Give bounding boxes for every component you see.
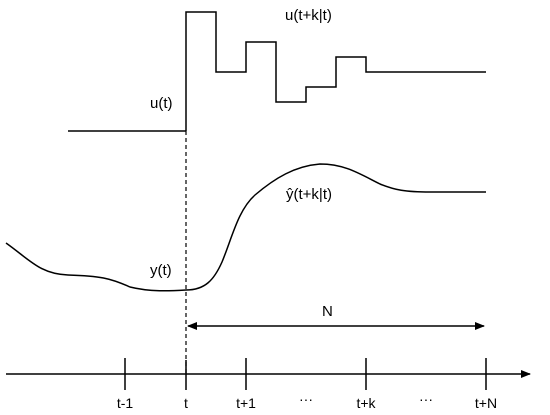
axis-ticks [124,358,487,390]
tick-label-ellipsis-2: ··· [419,391,433,407]
output-curve [5,163,486,292]
y-predicted-label: ŷ(t+k|t) [286,186,332,203]
tick-label-t-plus-1: t+1 [236,395,256,411]
tick-label-t-plus-k: t+k [356,395,376,411]
horizon-label: N [322,303,333,320]
predicted-input-staircase [185,11,486,131]
u-predicted-label: u(t+k|t) [285,7,332,24]
tick-label-t: t [184,395,188,411]
u-t-label: u(t) [150,95,173,112]
tick-label-t-minus-1: t-1 [117,395,134,411]
y-t-label: y(t) [150,262,172,279]
tick-label-t-plus-N: t+N [475,395,497,411]
tick-label-ellipsis-1: ··· [299,391,313,407]
